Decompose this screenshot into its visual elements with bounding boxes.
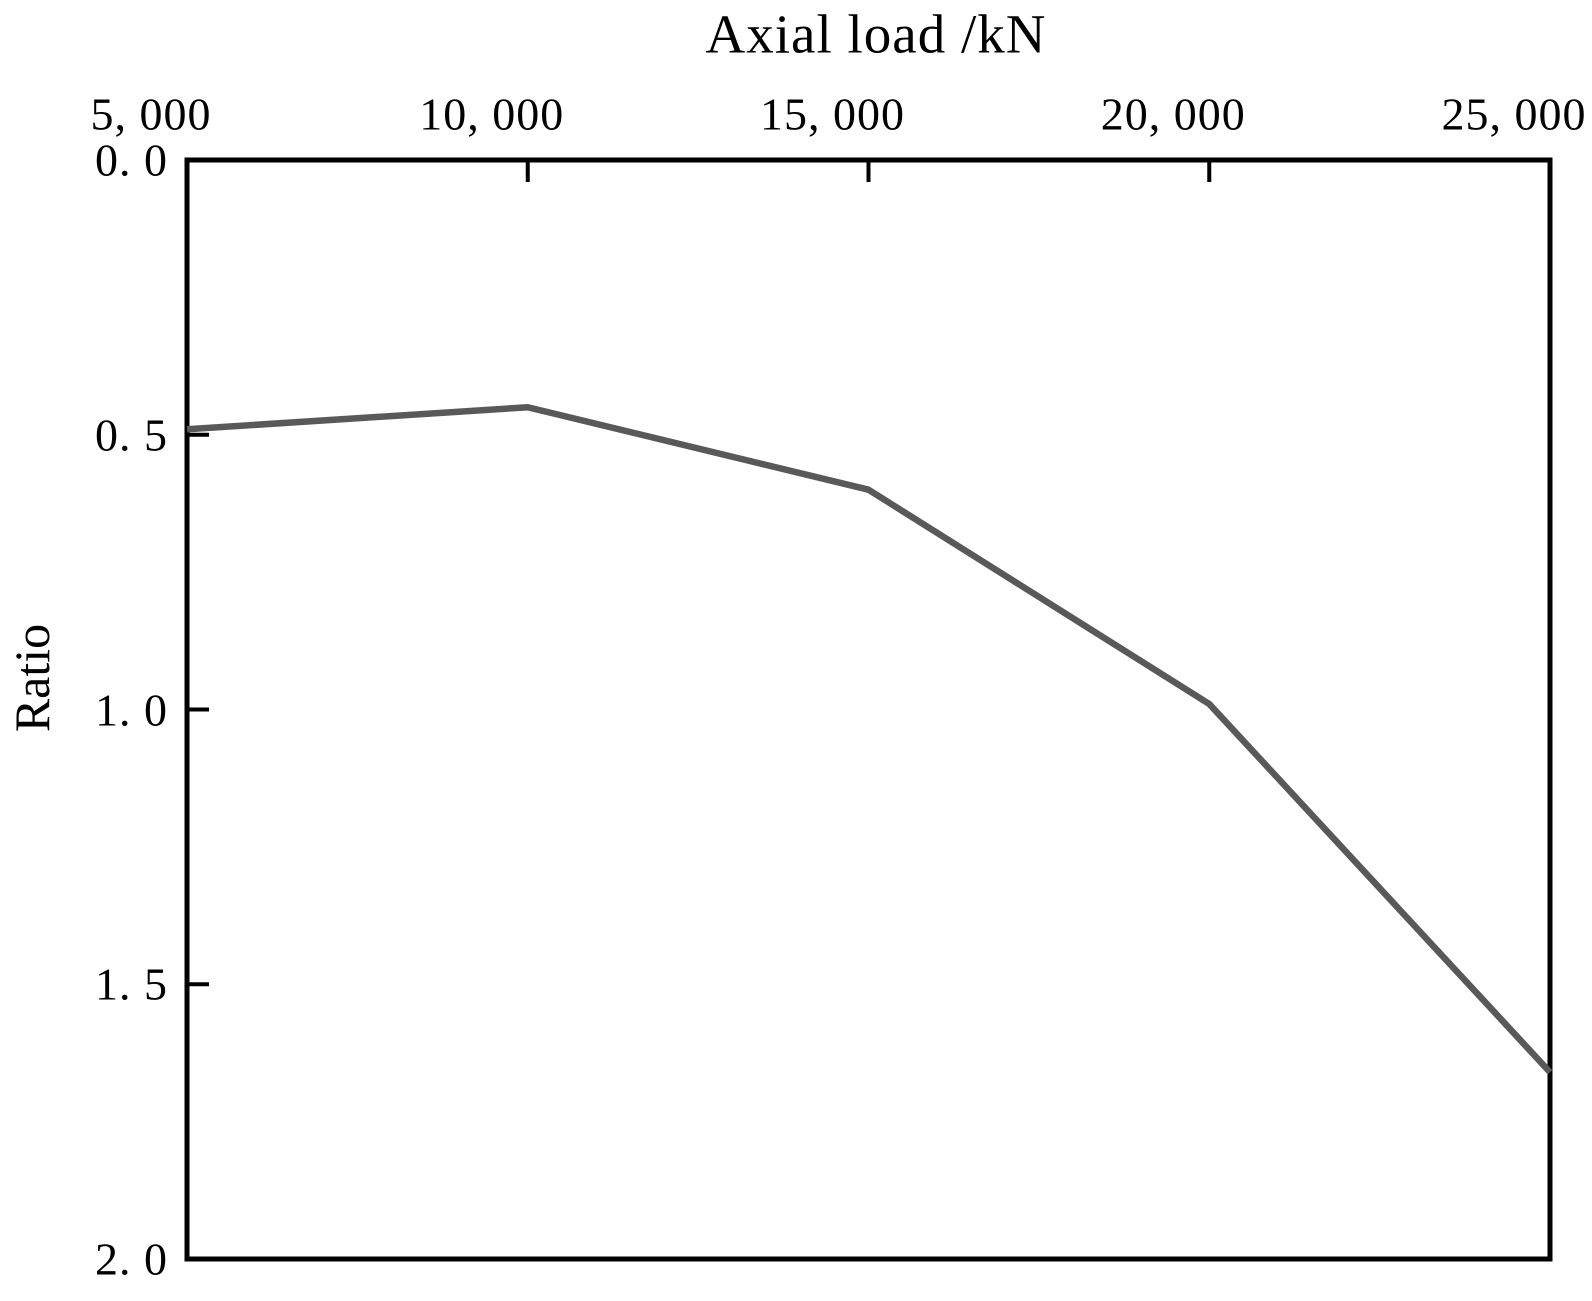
y-tick-label: 0. 5 xyxy=(95,409,168,461)
y-tick-label: 1. 0 xyxy=(95,684,168,735)
y-tick-label: 2. 0 xyxy=(95,1233,168,1285)
plot-box-spines xyxy=(184,157,1553,1262)
x-tick-label: 25, 000 xyxy=(1441,88,1587,140)
x-tick-label: 15, 000 xyxy=(760,88,905,140)
y-tick-label: 1. 5 xyxy=(95,958,168,1010)
y-tick-label: 0. 0 xyxy=(95,134,168,186)
data-line-ratio xyxy=(186,404,1553,1075)
x-tick-label: 20, 000 xyxy=(1100,88,1246,140)
x-tick-label: 5, 000 xyxy=(90,88,212,140)
x-tick-label: 10, 000 xyxy=(419,88,565,140)
chart-title: Axial load /kN xyxy=(705,3,1047,65)
